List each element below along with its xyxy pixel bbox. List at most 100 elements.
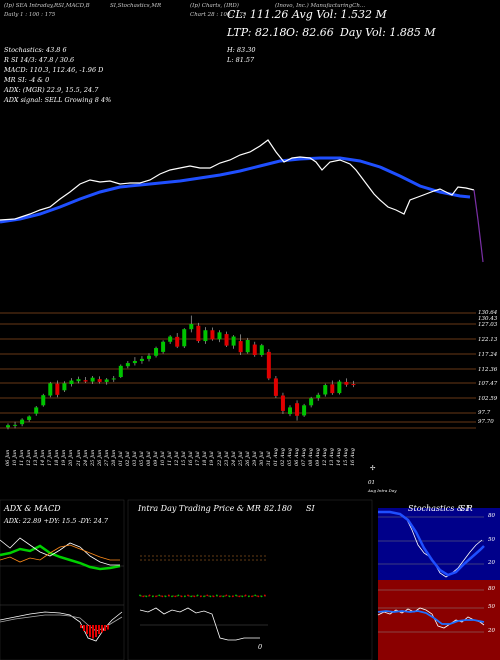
intraday-price-dot xyxy=(241,595,244,598)
candle-body xyxy=(27,416,32,420)
candle-body xyxy=(34,407,39,414)
candle-body xyxy=(161,341,166,352)
date-label: 06 Jun xyxy=(5,449,11,466)
stoch-level-50: 50 xyxy=(488,537,495,543)
candle-body xyxy=(259,345,264,356)
date-label: 29 Jul xyxy=(251,451,258,466)
date-label: 05 Jul xyxy=(138,451,145,466)
indicator-adx-signal: ADX signal: SELL Growing 8 4% xyxy=(4,96,112,104)
intraday-price-dot xyxy=(215,594,218,597)
price-level-label: 102.59 xyxy=(478,396,498,402)
intraday-price-dot xyxy=(244,594,247,597)
candle-body xyxy=(266,351,271,379)
price-level-label: 127.03 xyxy=(478,322,498,328)
candle-body xyxy=(217,332,222,340)
candle-body xyxy=(330,384,335,394)
date-label: 01 Jul xyxy=(117,451,124,466)
date-label: 06 Aug xyxy=(294,448,301,466)
intraday-price-dot xyxy=(209,595,212,598)
price-level-label: 97.7 xyxy=(478,410,491,416)
date-extra-sub: Aug Intra Day xyxy=(368,488,397,493)
candle-body xyxy=(189,323,194,330)
candle-body xyxy=(69,380,74,385)
day-volume: Day Vol: 1.885 M xyxy=(340,26,436,39)
rsi-level-80: 80 xyxy=(488,586,495,592)
intraday-price-dot xyxy=(158,594,161,597)
date-label: 24 Jul xyxy=(230,451,237,466)
price-line-drop xyxy=(473,189,484,263)
stochastic-d-line xyxy=(378,510,485,577)
stochastics-panel xyxy=(378,508,500,580)
price-level-label: 122.13 xyxy=(478,337,498,343)
price-line-white xyxy=(0,139,475,221)
date-label: 15 Aug xyxy=(343,448,350,466)
date-label: 11 Jul xyxy=(167,451,174,466)
candle-body xyxy=(97,379,102,382)
candle-body xyxy=(104,379,109,382)
candle-body xyxy=(13,424,18,426)
date-label: 16 Aug xyxy=(350,448,357,466)
candle-body xyxy=(83,380,88,382)
intraday-price-dot xyxy=(155,595,157,598)
date-label: 11 Jun xyxy=(19,449,26,466)
intraday-price-dot xyxy=(222,595,225,598)
stochastics-panel-title: Stochastics & R xyxy=(408,504,473,513)
date-label: 19 Jul xyxy=(209,451,216,466)
intraday-price-dot xyxy=(183,595,186,598)
date-label: 12 Aug xyxy=(322,448,329,466)
date-label: 16 Jul xyxy=(188,451,195,466)
candlestick-series xyxy=(6,315,356,430)
avg-volume: Avg Vol: 1.532 M xyxy=(292,8,387,21)
price-vs-ma-chart xyxy=(0,139,484,263)
intraday-price-dot xyxy=(254,594,257,597)
intraday-price-dot xyxy=(167,594,170,597)
macd-histogram-bar xyxy=(86,625,88,634)
candle-body xyxy=(76,379,81,382)
date-label: 25 Jun xyxy=(89,449,96,466)
adx-macd-panel xyxy=(0,499,125,660)
date-label: 19 Jun xyxy=(61,449,68,466)
date-extra-label: 01 xyxy=(368,480,375,486)
date-label: 02 Aug xyxy=(279,448,286,466)
intraday-price-dot xyxy=(238,595,241,598)
candle-body xyxy=(273,378,278,396)
date-label: 02 Jul xyxy=(124,451,131,466)
adx-line xyxy=(0,544,121,571)
candle-body xyxy=(196,325,201,342)
intraday-price-dot xyxy=(263,594,266,597)
intraday-price-dot xyxy=(235,594,237,597)
macd-histogram-bar xyxy=(101,625,103,633)
candle-body xyxy=(302,405,307,416)
candle-body xyxy=(168,336,173,342)
candle-body xyxy=(231,336,236,346)
price-level-lines xyxy=(0,312,476,429)
indicator-adx: ADX: (MGR) 22.9, 15.5, 24.7 xyxy=(4,86,99,94)
date-label: 12 Jun xyxy=(26,449,33,466)
intraday-price-dot xyxy=(142,595,145,598)
intraday-price-dot xyxy=(196,594,199,597)
date-label: 08 Aug xyxy=(308,448,315,466)
intraday-price-dot xyxy=(193,595,196,598)
low-price: L: 81.57 xyxy=(227,56,255,64)
close-price: CL: 111.26 xyxy=(227,8,289,21)
date-label: 18 Jul xyxy=(202,451,209,466)
intraday-price-dot xyxy=(148,594,151,597)
price-level-label: 117.24 xyxy=(478,352,498,358)
intraday-price-dot xyxy=(206,594,209,597)
header-title-mid: SI,Stochastics,MR xyxy=(110,3,162,9)
date-label: 01 Aug xyxy=(272,448,279,466)
intraday-price-dot xyxy=(247,595,250,598)
candle-body xyxy=(351,384,356,386)
date-label: 10 Jul xyxy=(160,451,167,466)
intraday-price-dot xyxy=(203,595,205,598)
date-label: 05 Aug xyxy=(287,448,293,466)
date-label: 15 Jul xyxy=(181,451,188,466)
candle-body xyxy=(182,329,187,347)
candle-body xyxy=(20,419,25,425)
adx-panel-values: ADX: 22.89 +DY: 15.5 -DY: 24.7 xyxy=(4,517,109,525)
date-label: 13 Jun xyxy=(33,449,40,466)
date-label: 22 Jul xyxy=(216,451,223,466)
candle-body xyxy=(55,383,60,395)
intraday-price-dot xyxy=(199,595,202,598)
